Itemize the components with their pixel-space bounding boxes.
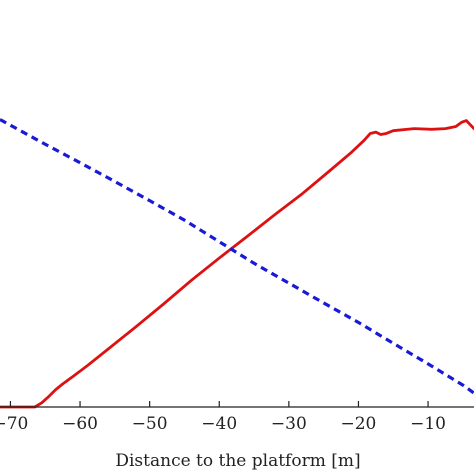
x-tick-label: −20 [341, 414, 377, 434]
x-tick-label: −10 [410, 414, 446, 434]
x-tick-label: −60 [62, 414, 98, 434]
x-axis-ticks: −70 −60 −50 −40 −30 −20 −10 [0, 401, 446, 434]
x-tick-label: −70 [0, 414, 28, 434]
x-tick-label: −50 [132, 414, 168, 434]
series-line-2 [0, 118, 474, 395]
x-axis-title: Distance to the platform [m] [115, 451, 360, 471]
x-tick-label: −30 [271, 414, 307, 434]
x-tick-label: −40 [201, 414, 237, 434]
series-layer [0, 118, 474, 409]
series-line-1 [0, 119, 474, 409]
